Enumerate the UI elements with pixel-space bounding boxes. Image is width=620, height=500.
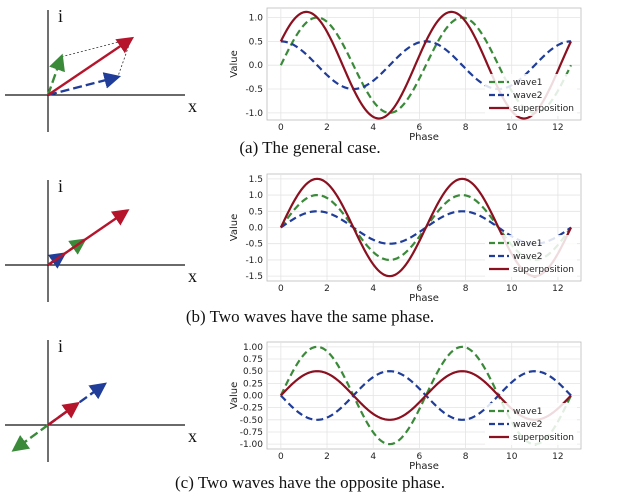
vector-wave1 xyxy=(46,53,65,96)
x-tick-label: 6 xyxy=(417,452,423,462)
vector-diagram-c: ix xyxy=(5,336,197,462)
y-tick-label: 0.50 xyxy=(243,367,263,377)
y-tick-label: -0.5 xyxy=(245,85,263,95)
legend-label-wave2: wave2 xyxy=(513,91,542,101)
y-tick-label: -1.0 xyxy=(245,256,263,266)
y-tick-label: -1.0 xyxy=(245,109,263,119)
x-tick-label: 8 xyxy=(463,284,469,294)
legend-label-wave2: wave2 xyxy=(513,252,542,262)
caption-b: (b) Two waves have the same phase. xyxy=(185,307,435,326)
x-tick-label: 6 xyxy=(417,123,423,133)
x-tick-label: 10 xyxy=(506,452,518,462)
legend-label-wave1: wave1 xyxy=(513,78,542,88)
caption-c: (c) Two waves have the opposite phase. xyxy=(175,473,445,492)
y-tick-label: 0.5 xyxy=(249,37,263,47)
y-tick-label: 1.0 xyxy=(249,14,264,24)
x-tick-label: 12 xyxy=(552,284,563,294)
x-tick-label: 12 xyxy=(552,123,563,133)
y-axis-label: Value xyxy=(229,382,240,409)
x-tick-label: 6 xyxy=(417,284,423,294)
x-tick-label: 10 xyxy=(506,284,518,294)
x-tick-label: 8 xyxy=(463,452,469,462)
x-tick-label: 0 xyxy=(278,284,284,294)
y-tick-label: 0.75 xyxy=(243,355,263,365)
y-tick-label: 0.25 xyxy=(243,379,263,389)
y-tick-label: 0.5 xyxy=(249,207,263,217)
x-tick-label: 4 xyxy=(370,284,376,294)
y-tick-label: 1.0 xyxy=(249,191,264,201)
y-tick-label: 0.0 xyxy=(249,61,264,71)
caption-a: (a) The general case. xyxy=(239,138,381,157)
real-axis-label: x xyxy=(188,266,197,286)
x-tick-label: 0 xyxy=(278,123,284,133)
x-tick-label: 12 xyxy=(552,452,563,462)
y-axis-label: Value xyxy=(229,214,240,241)
imaginary-axis-label: i xyxy=(58,176,63,196)
x-tick-label: 4 xyxy=(370,123,376,133)
y-tick-label: -0.5 xyxy=(245,240,263,250)
vector-diagram-a: ix xyxy=(5,6,197,132)
legend-label-superposition: superposition xyxy=(513,433,574,443)
x-tick-label: 4 xyxy=(370,452,376,462)
y-tick-label: -0.50 xyxy=(240,416,264,426)
real-axis-label: x xyxy=(188,426,197,446)
y-axis-label: Value xyxy=(229,50,240,77)
legend-label-wave1: wave1 xyxy=(513,407,542,417)
y-tick-label: 0.0 xyxy=(249,224,264,234)
y-tick-label: -0.75 xyxy=(240,428,263,438)
vector-superposition xyxy=(47,401,80,426)
x-tick-label: 0 xyxy=(278,452,284,462)
x-tick-label: 2 xyxy=(324,452,330,462)
y-tick-label: 1.00 xyxy=(243,343,263,353)
x-tick-label: 10 xyxy=(506,123,518,133)
real-axis-label: x xyxy=(188,96,197,116)
legend-label-wave1: wave1 xyxy=(513,239,542,249)
vector-superposition xyxy=(47,209,130,266)
wave-chart-a: 0 2 4 6 8 10 12 1.0 0.5 0.0 -0.5 -1.0 Phase Value wave… xyxy=(229,7,582,142)
x-axis-label: Phase xyxy=(409,132,439,142)
x-axis-label: Phase xyxy=(409,293,439,303)
x-tick-label: 2 xyxy=(324,123,330,133)
x-axis-label: Phase xyxy=(409,461,439,471)
wave-chart-c: 0 2 4 6 8 10 12 1.00 0.75 0.50 0.25 0.00 -0.25 -0.50 -… xyxy=(229,341,582,471)
vector-wave1 xyxy=(11,424,49,452)
legend-label-superposition: superposition xyxy=(513,104,574,114)
y-tick-label: 0.00 xyxy=(243,392,263,402)
legend-label-superposition: superposition xyxy=(513,265,574,275)
vector-superposition xyxy=(47,36,135,96)
y-tick-label: 1.5 xyxy=(249,175,263,185)
vector-wave2 xyxy=(47,72,122,97)
x-tick-label: 2 xyxy=(324,284,330,294)
x-tick-label: 8 xyxy=(463,123,469,133)
vector-diagram-b: ix xyxy=(5,176,197,302)
y-tick-label: -1.5 xyxy=(245,272,263,282)
series-line-superposition xyxy=(279,10,572,120)
imaginary-axis-label: i xyxy=(58,336,63,356)
imaginary-axis-label: i xyxy=(58,6,63,26)
y-tick-label: -1.00 xyxy=(240,440,264,450)
legend-label-wave2: wave2 xyxy=(513,420,542,430)
y-tick-label: -0.25 xyxy=(240,404,263,414)
wave-chart-b: 0 2 4 6 8 10 12 1.5 1.0 0.5 0.0 -0.5 -1.0 -1.5 Phase Va… xyxy=(229,173,582,303)
